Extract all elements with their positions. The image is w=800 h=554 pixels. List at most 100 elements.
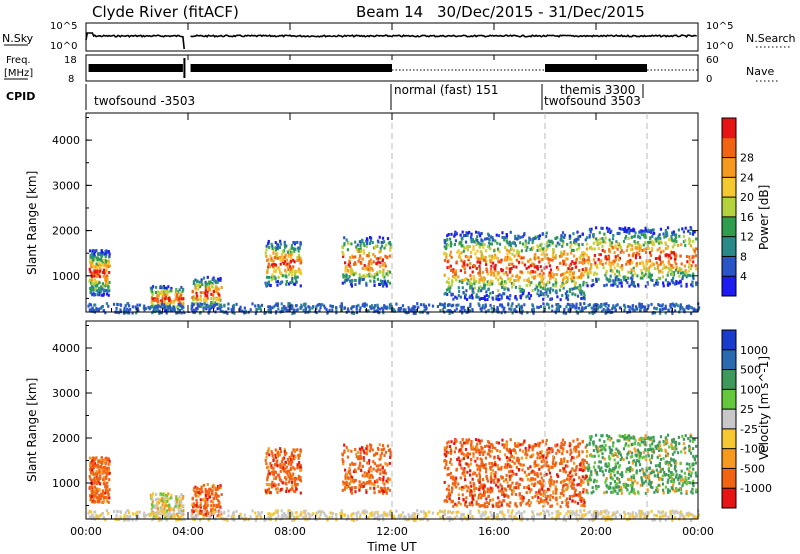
velocity-cell: [107, 457, 110, 461]
power-cell: [514, 285, 518, 289]
power-cell: [376, 309, 379, 313]
velocity-cell: [284, 460, 287, 464]
power-cell: [319, 303, 323, 307]
velocity-cell: [297, 474, 300, 478]
power-cell: [622, 250, 625, 254]
power-cell: [595, 263, 599, 267]
power-cell: [650, 248, 654, 252]
power-cell: [180, 297, 183, 301]
power-cell: [650, 263, 653, 267]
power-cell: [643, 305, 647, 309]
power-cell: [422, 303, 425, 307]
velocity-cell: [96, 497, 100, 501]
velocity-cell: [500, 476, 503, 480]
power-cell: [649, 231, 653, 235]
velocity-cell: [170, 494, 173, 498]
power-cell: [558, 242, 561, 246]
power-cell: [368, 272, 371, 276]
power-cell: [642, 305, 645, 309]
velocity-cell: [274, 484, 277, 488]
velocity-cell: [343, 481, 347, 485]
velocity-cell: [285, 477, 288, 481]
power-cell: [345, 278, 348, 282]
power-cell: [662, 281, 665, 285]
power-cell: [161, 291, 164, 295]
power-cell: [693, 307, 696, 311]
power-cell: [551, 241, 554, 245]
velocity-cell: [503, 494, 506, 498]
velocity-cell: [466, 452, 469, 456]
power-cell: [447, 277, 450, 281]
velocity-cell: [265, 462, 268, 466]
velocity-cell: [446, 445, 449, 449]
power-cell: [263, 311, 266, 315]
power-cell: [227, 302, 230, 306]
velocity-cell: [274, 470, 277, 474]
velocity-cell: [196, 487, 199, 491]
velocity-cell: [548, 478, 551, 482]
power-cell: [348, 274, 351, 278]
power-cell: [349, 279, 352, 283]
power-cell: [645, 247, 648, 251]
velocity-cell: [267, 469, 270, 473]
velocity-cell: [90, 482, 94, 486]
power-cell: [562, 286, 565, 290]
velocity-cell: [460, 447, 463, 451]
power-cell: [283, 262, 286, 266]
power-cell: [137, 309, 140, 313]
velocity-cell: [377, 467, 380, 471]
power-cell: [94, 287, 97, 291]
power-cell: [600, 259, 603, 263]
power-cell: [554, 278, 557, 282]
velocity-cell: [564, 499, 567, 503]
power-cell: [359, 243, 362, 247]
velocity-cell: [573, 486, 576, 490]
velocity-cell: [92, 465, 95, 469]
velocity-cell: [208, 495, 212, 499]
power-cell: [408, 308, 411, 312]
power-cell: [509, 294, 512, 298]
power-cell: [562, 311, 565, 315]
velocity-cell: [545, 497, 548, 501]
velocity-cell: [298, 463, 301, 467]
velocity-cell: [565, 501, 568, 505]
velocity-cell: [100, 466, 103, 470]
power-cell: [590, 265, 593, 269]
power-cell: [102, 309, 106, 313]
power-cell: [349, 272, 353, 276]
velocity-cell: [490, 480, 493, 484]
velocity-cell: [274, 476, 278, 480]
power-cell: [506, 273, 509, 277]
power-cell: [285, 270, 288, 274]
power-cell: [176, 297, 179, 301]
power-cell: [687, 273, 690, 277]
velocity-cell: [357, 457, 360, 461]
velocity-cell: [478, 450, 481, 454]
power-cell: [269, 254, 272, 258]
power-cell: [89, 256, 93, 260]
power-cell: [520, 311, 523, 315]
velocity-cell: [538, 488, 541, 492]
power-cell: [388, 240, 392, 244]
velocity-cell: [566, 503, 569, 507]
velocity-cell: [368, 443, 372, 447]
power-cell: [568, 287, 572, 291]
velocity-cell: [266, 478, 269, 482]
power-cell: [623, 278, 626, 282]
power-cell: [611, 307, 614, 311]
power-cell: [514, 234, 517, 238]
power-cell: [298, 253, 301, 257]
power-cell: [182, 287, 185, 291]
velocity-cell: [90, 495, 93, 499]
velocity-cell: [529, 465, 532, 469]
power-cell: [372, 252, 375, 256]
velocity-cell: [107, 472, 110, 476]
power-cell: [565, 270, 569, 274]
velocity-cell: [498, 450, 502, 454]
power-cell: [232, 308, 235, 312]
velocity-cell: [104, 462, 107, 466]
velocity-cell: [206, 497, 209, 501]
power-cell: [378, 311, 381, 315]
power-cell: [548, 273, 551, 277]
cpid-mode-4: twofsound 3503: [544, 94, 641, 108]
